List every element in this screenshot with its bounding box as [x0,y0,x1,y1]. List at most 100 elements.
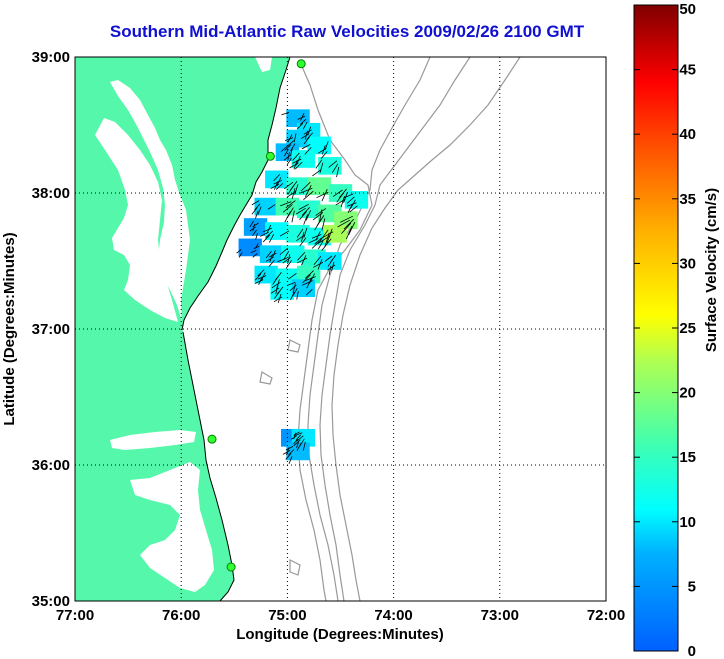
velocity-vector [343,218,355,230]
velocity-vector [300,181,311,192]
velocity-vector [296,257,308,264]
velocity-vector [282,450,291,455]
velocity-vector [294,161,303,170]
velocity-vector [287,281,296,286]
velocity-vector [300,231,305,243]
velocity-vector [283,181,294,190]
velocity-vector [321,189,328,202]
velocity-vector [286,447,290,456]
velocity-vector [336,192,344,203]
velocity-vector [304,270,314,279]
velocity-vector [281,111,290,116]
velocity-vector [290,292,295,300]
velocity-vector [255,210,259,219]
velocity-vector [285,453,292,460]
velocity-vector [317,259,323,270]
colorbar-tick-label: 0 [688,643,696,659]
velocity-vector [284,211,291,223]
velocity-vector [344,193,354,199]
velocity-vector [313,261,324,268]
velocity-vector [287,254,291,265]
velocity-cell [286,224,310,243]
velocity-vector [306,132,313,140]
velocity-cell [296,200,321,219]
velocity-vector [260,272,266,281]
velocity-vector [275,284,279,295]
velocity-vector [301,144,311,150]
velocity-vector [348,222,356,235]
colorbar-tick-label: 40 [679,126,696,143]
chesapeake-bay [95,118,178,322]
velocity-vector [262,234,271,243]
velocity-vector [301,280,313,286]
velocity-vector [296,228,304,238]
y-axis-ticks: 39:00 38:00 37:00 36:00 35:00 [32,49,70,610]
velocity-vector [313,256,322,265]
velocity-vector [279,230,290,237]
x-tick-label: 75:00 [268,607,306,624]
velocity-vector [287,184,295,195]
velocity-vector [331,163,339,173]
velocity-vector [289,162,299,169]
velocity-vector [293,159,298,170]
velocity-vector [305,210,312,221]
velocity-vector [252,253,258,258]
velocity-vector [293,438,299,445]
radar-station-marker [265,151,275,161]
velocity-vector [340,195,345,208]
velocity-vector [285,200,296,209]
velocity-vector [281,145,288,152]
velocity-vector [249,226,256,232]
velocity-vector [287,140,295,147]
velocity-vector [301,207,310,216]
velocity-vectors [236,111,358,464]
velocity-vector [296,291,299,300]
velocity-vector [317,148,327,154]
velocity-vector [288,449,295,456]
x-tick-label: 77:00 [56,607,94,624]
velocity-vector [290,143,296,152]
velocity-vector [270,287,280,294]
velocity-vector [254,243,259,249]
velocity-vector [350,199,356,209]
velocity-vector [320,151,328,159]
velocity-vector [298,203,309,210]
velocity-vector [306,277,313,289]
velocity-vector [266,224,272,234]
x-tick-label: 74:00 [374,607,412,624]
velocity-vector [297,252,306,261]
velocity-vector [349,205,358,213]
velocity-vector [321,238,332,251]
velocity-cell [254,265,278,284]
velocity-vector [288,272,297,280]
velocity-cell [296,265,321,284]
velocity-vector [286,190,297,198]
grid-lines [75,57,606,601]
velocity-vector [277,257,287,263]
velocity-vector [254,273,262,281]
radar-stations [207,59,306,572]
velocity-cell [286,177,310,196]
velocity-cell [238,238,262,257]
velocity-vector [292,283,296,294]
velocity-vector [271,250,276,259]
velocity-vector [299,118,307,125]
velocity-vector [317,240,324,250]
velocity-vector [291,210,295,223]
velocity-vector [302,274,311,284]
velocity-vector [257,206,262,215]
velocity-vector [257,269,265,277]
colorbar-tick-label: 50 [679,1,696,18]
velocity-cell [318,252,342,270]
colorbar-tick-label: 20 [679,385,696,402]
y-tick-label: 35:00 [32,593,70,610]
velocity-vector [280,201,292,207]
velocity-vector [296,434,302,440]
velocity-vector [311,241,320,249]
velocity-vector [296,435,304,442]
velocity-vector [345,226,353,240]
velocity-vector [302,122,308,130]
velocity-vector [316,191,329,199]
velocity-vector [300,187,313,194]
velocity-vector [296,207,306,215]
